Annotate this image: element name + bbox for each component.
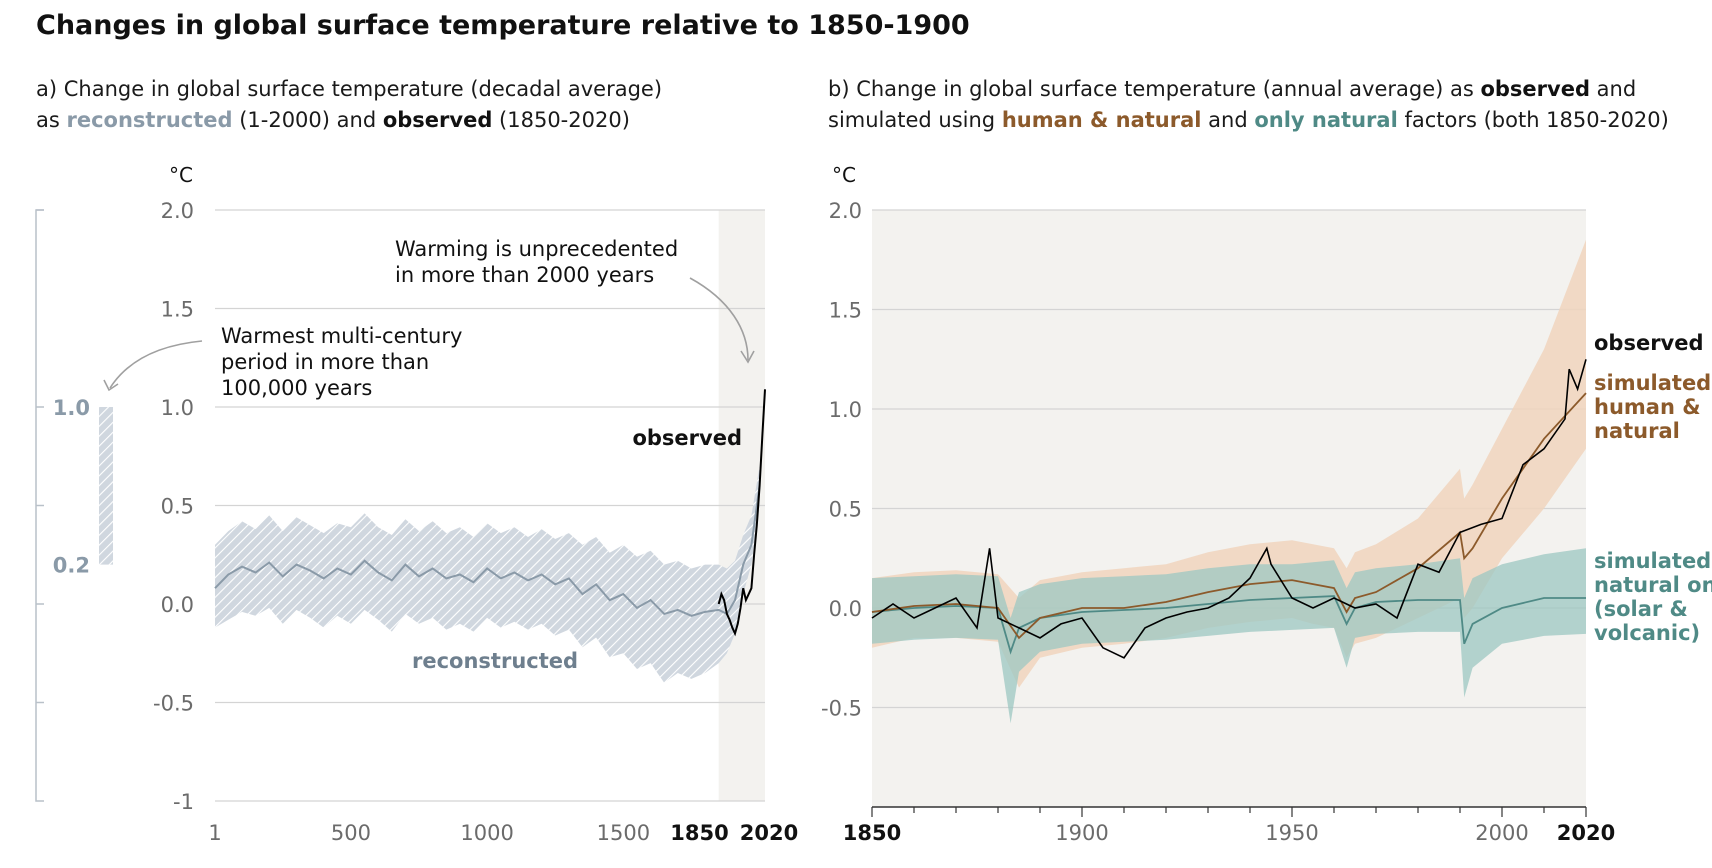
panel-a-grid bbox=[215, 209, 765, 802]
label-simulated-human-natural: human & bbox=[1594, 395, 1701, 419]
panel-a: a) Change in global surface temperature … bbox=[35, 77, 798, 845]
y-tick-label: 1.5 bbox=[161, 298, 194, 322]
subtitle-run: simulated using bbox=[828, 108, 1002, 132]
y-tick-label: 0.0 bbox=[161, 593, 194, 617]
annotation-warmest-line: Warmest multi-century bbox=[221, 324, 462, 348]
y-tick-label: 0.5 bbox=[161, 495, 194, 519]
label-simulated-natural-only: volcanic) bbox=[1594, 621, 1700, 645]
y-tick-label: -0.5 bbox=[153, 692, 194, 716]
subtitle-run: reconstructed bbox=[67, 108, 233, 132]
range-low-label: 0.2 bbox=[53, 554, 90, 578]
label-simulated-natural-only: (solar & bbox=[1594, 597, 1688, 621]
x-tick-label: 500 bbox=[331, 821, 371, 845]
observed-label: observed bbox=[632, 426, 742, 450]
arrow-warmest bbox=[109, 340, 203, 389]
arrow-unprecedented bbox=[689, 277, 749, 361]
y-tick-label: 0.5 bbox=[829, 498, 862, 522]
annotation-warmest-line: 100,000 years bbox=[221, 376, 372, 400]
panel-b-y-ticks: 2.0 1.5 1.0 0.5 0.0 -0.5 bbox=[821, 199, 862, 721]
y-tick-label: 0.0 bbox=[829, 597, 862, 621]
subtitle-run: observed bbox=[1480, 77, 1590, 101]
panel-b-observed-line bbox=[871, 359, 1587, 659]
x-tick-label: 1 bbox=[208, 821, 221, 845]
x-tick-label: 2020 bbox=[1557, 821, 1615, 845]
subtitle-run: b) Change in global surface temperature … bbox=[828, 77, 1480, 101]
subtitle-run: human & natural bbox=[1002, 108, 1202, 132]
subtitle-run: observed bbox=[383, 108, 493, 132]
subtitle-run: (1-2000) and bbox=[233, 108, 383, 132]
subtitle-run: a) Change in global surface temperature … bbox=[36, 77, 662, 101]
label-observed: observed bbox=[1594, 331, 1704, 355]
annotation-warmest-line: period in more than bbox=[221, 350, 429, 374]
subtitle-run: (1850-2020) bbox=[492, 108, 630, 132]
x-tick-label: 1000 bbox=[460, 821, 513, 845]
y-tick-label: 1.0 bbox=[829, 398, 862, 422]
label-simulated-human-natural: natural bbox=[1594, 419, 1680, 443]
panel-a-x-ticks: 1 500 1000 1500 1850 2020 bbox=[208, 821, 798, 845]
panel-b-natural-only-line bbox=[871, 595, 1586, 655]
panel-b-subtitle-line-2: simulated using human & natural and only… bbox=[828, 108, 1669, 132]
figure-title: Changes in global surface temperature re… bbox=[36, 10, 970, 41]
reconstructed-label: reconstructed bbox=[412, 649, 578, 673]
x-tick-label: 2020 bbox=[740, 821, 798, 845]
subtitle-run: and bbox=[1590, 77, 1636, 101]
label-simulated-natural-only: natural only bbox=[1594, 573, 1712, 597]
range-high-label: 1.0 bbox=[53, 396, 90, 420]
x-tick-label: 1850 bbox=[670, 821, 728, 845]
panel-b: b) Change in global surface temperature … bbox=[821, 77, 1712, 845]
panel-a-warm-period-range: 1.0 0.2 bbox=[35, 209, 113, 802]
warm-period-bar bbox=[99, 407, 113, 565]
panel-a-unit: °C bbox=[169, 163, 193, 187]
y-tick-label: 1.0 bbox=[161, 396, 194, 420]
label-simulated-natural-only: simulated bbox=[1594, 549, 1711, 573]
panel-b-x-ticks: 1850 1900 1950 2000 2020 bbox=[843, 821, 1615, 845]
panel-a-reconstructed-band bbox=[215, 466, 760, 683]
x-tick-label: 1900 bbox=[1055, 821, 1108, 845]
y-tick-label: 2.0 bbox=[161, 199, 194, 223]
arrowhead-unprecedented bbox=[740, 350, 755, 364]
subtitle-run: only natural bbox=[1254, 108, 1397, 132]
arrowhead-warmest bbox=[103, 379, 119, 392]
panel-a-subtitle-line-2: as reconstructed (1-2000) and observed (… bbox=[36, 108, 630, 132]
panel-b-unit: °C bbox=[832, 163, 856, 187]
annotation-unprecedented-line: Warming is unprecedented bbox=[395, 237, 678, 261]
panel-b-subtitle-line-1: b) Change in global surface temperature … bbox=[828, 77, 1636, 101]
subtitle-run: as bbox=[36, 108, 67, 132]
label-simulated-human-natural: simulated bbox=[1594, 371, 1711, 395]
x-tick-label: 1850 bbox=[843, 821, 901, 845]
y-tick-label: -1 bbox=[173, 790, 194, 814]
panel-a-subtitle-line-1: a) Change in global surface temperature … bbox=[36, 77, 662, 101]
y-tick-label: 2.0 bbox=[829, 199, 862, 223]
y-tick-label: 1.5 bbox=[829, 299, 862, 323]
x-tick-label: 1950 bbox=[1265, 821, 1318, 845]
x-tick-label: 2000 bbox=[1475, 821, 1528, 845]
subtitle-run: factors (both 1850-2020) bbox=[1398, 108, 1669, 132]
y-tick-label: -0.5 bbox=[821, 697, 862, 721]
panel-a-reconstructed-line bbox=[214, 485, 761, 617]
panel-a-y-ticks: 2.0 1.5 1.0 0.5 0.0 -0.5 -1 bbox=[153, 199, 194, 814]
panel-a-observed-line bbox=[717, 389, 766, 637]
annotation-unprecedented-line: in more than 2000 years bbox=[395, 263, 654, 287]
panel-b-human-natural-line bbox=[871, 392, 1587, 640]
x-tick-label: 1500 bbox=[597, 821, 650, 845]
subtitle-run: and bbox=[1202, 108, 1255, 132]
